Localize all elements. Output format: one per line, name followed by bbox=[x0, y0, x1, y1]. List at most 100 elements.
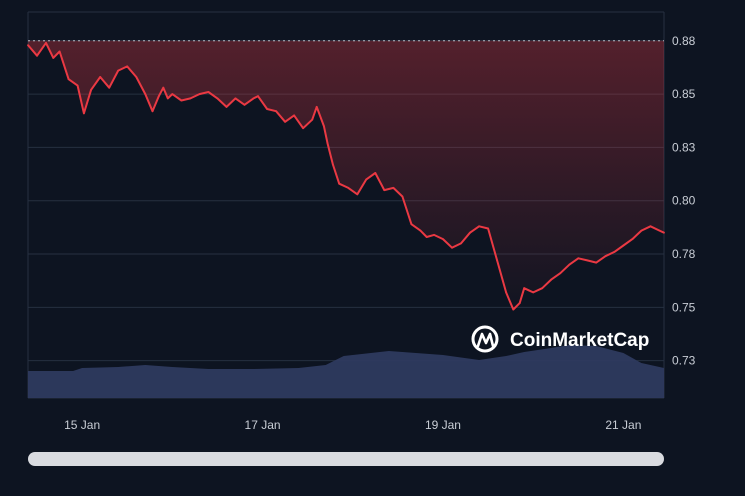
price-point-34 bbox=[302, 127, 304, 130]
price-point-8 bbox=[90, 88, 92, 91]
price-point-6 bbox=[76, 84, 79, 87]
price-point-21 bbox=[189, 97, 192, 100]
x-tick-label-3: 21 Jan bbox=[605, 418, 641, 432]
price-point-51 bbox=[433, 234, 435, 236]
price-point-53 bbox=[451, 246, 453, 249]
price-point-42 bbox=[356, 193, 359, 196]
price-point-20 bbox=[180, 99, 183, 102]
price-point-73 bbox=[613, 251, 616, 253]
price-point-16 bbox=[157, 95, 160, 98]
price-point-70 bbox=[586, 259, 589, 262]
price-point-57 bbox=[487, 227, 489, 230]
price-point-33 bbox=[293, 114, 295, 117]
price-point-19 bbox=[171, 93, 174, 95]
price-point-55 bbox=[469, 231, 471, 234]
price-line bbox=[27, 41, 665, 311]
price-series bbox=[27, 40, 665, 311]
y-tick-label-6: 0.73 bbox=[672, 354, 696, 368]
price-point-14 bbox=[144, 93, 147, 95]
price-point-15 bbox=[151, 110, 154, 113]
price-point-78 bbox=[658, 229, 661, 232]
price-point-50 bbox=[425, 236, 428, 238]
price-point-40 bbox=[338, 182, 341, 185]
price-point-10 bbox=[108, 86, 111, 89]
price-point-76 bbox=[640, 229, 643, 232]
price-point-64 bbox=[532, 291, 535, 294]
price-point-65 bbox=[541, 287, 544, 290]
price-point-1 bbox=[36, 54, 38, 57]
price-point-47 bbox=[401, 195, 404, 198]
y-tick-label-2: 0.83 bbox=[672, 140, 696, 154]
price-point-75 bbox=[631, 238, 634, 241]
price-point-58 bbox=[496, 259, 498, 262]
x-tick-label-2: 19 Jan bbox=[425, 418, 461, 432]
price-point-61 bbox=[518, 302, 521, 304]
price-point-28 bbox=[252, 97, 255, 100]
x-tick-label-1: 17 Jan bbox=[245, 418, 281, 432]
y-axis: 0.88 0.85 0.83 0.80 0.78 0.75 0.73 bbox=[672, 34, 696, 368]
price-point-43 bbox=[365, 178, 368, 181]
price-point-54 bbox=[460, 242, 462, 245]
y-tick-label-4: 0.78 bbox=[672, 247, 696, 261]
price-point-41 bbox=[347, 187, 350, 189]
price-point-67 bbox=[559, 272, 562, 275]
price-point-48 bbox=[410, 223, 413, 226]
volume-series bbox=[28, 345, 664, 398]
price-point-24 bbox=[216, 97, 219, 100]
price-point-63 bbox=[527, 289, 530, 292]
price-point-12 bbox=[126, 65, 129, 68]
price-point-18 bbox=[166, 97, 169, 100]
price-point-11 bbox=[117, 69, 120, 72]
price-point-74 bbox=[622, 244, 625, 247]
price-area-fill bbox=[28, 40, 664, 310]
price-point-56 bbox=[478, 225, 480, 228]
volume-area bbox=[28, 345, 664, 398]
watermark-text: CoinMarketCap bbox=[510, 330, 649, 351]
price-point-49 bbox=[419, 229, 422, 232]
price-point-25 bbox=[225, 106, 228, 108]
price-point-38 bbox=[326, 142, 329, 145]
y-tick-label-3: 0.80 bbox=[672, 194, 696, 208]
price-point-66 bbox=[550, 278, 553, 281]
price-point-23 bbox=[207, 91, 210, 93]
x-axis: 15 Jan 17 Jan 19 Jan 21 Jan bbox=[64, 418, 641, 432]
price-point-39 bbox=[332, 163, 334, 166]
y-tick-label-1: 0.85 bbox=[672, 87, 696, 101]
price-point-79 bbox=[663, 231, 665, 234]
price-point-29 bbox=[257, 95, 259, 98]
price-point-69 bbox=[577, 257, 580, 260]
price-point-3 bbox=[52, 57, 55, 59]
price-point-0 bbox=[27, 44, 29, 46]
price-point-35 bbox=[311, 118, 314, 121]
price-point-72 bbox=[604, 255, 607, 258]
price-point-52 bbox=[442, 238, 444, 241]
price-point-22 bbox=[198, 93, 201, 95]
price-point-30 bbox=[266, 108, 268, 110]
watermark: CoinMarketCap bbox=[471, 325, 649, 353]
price-point-45 bbox=[383, 189, 386, 192]
price-point-71 bbox=[595, 261, 598, 264]
y-tick-label-5: 0.75 bbox=[672, 300, 696, 314]
price-point-5 bbox=[67, 78, 70, 81]
price-point-27 bbox=[243, 103, 246, 106]
price-area bbox=[28, 40, 664, 310]
price-point-60 bbox=[512, 308, 515, 311]
price-point-68 bbox=[568, 263, 571, 266]
price-point-44 bbox=[374, 172, 377, 174]
price-point-37 bbox=[323, 125, 325, 127]
horizontal-scrollbar[interactable] bbox=[28, 452, 664, 466]
price-point-62 bbox=[523, 287, 526, 290]
price-point-7 bbox=[83, 112, 85, 115]
price-point-17 bbox=[162, 86, 165, 89]
x-tick-label-0: 15 Jan bbox=[64, 418, 100, 432]
y-tick-label-0: 0.88 bbox=[672, 34, 696, 48]
price-point-46 bbox=[392, 187, 395, 189]
coinmarketcap-logo-icon bbox=[471, 325, 499, 353]
price-point-32 bbox=[284, 120, 286, 123]
price-point-9 bbox=[99, 76, 102, 78]
price-point-13 bbox=[135, 76, 138, 78]
price-point-4 bbox=[58, 50, 61, 53]
price-point-59 bbox=[505, 291, 507, 294]
price-point-26 bbox=[234, 97, 237, 100]
